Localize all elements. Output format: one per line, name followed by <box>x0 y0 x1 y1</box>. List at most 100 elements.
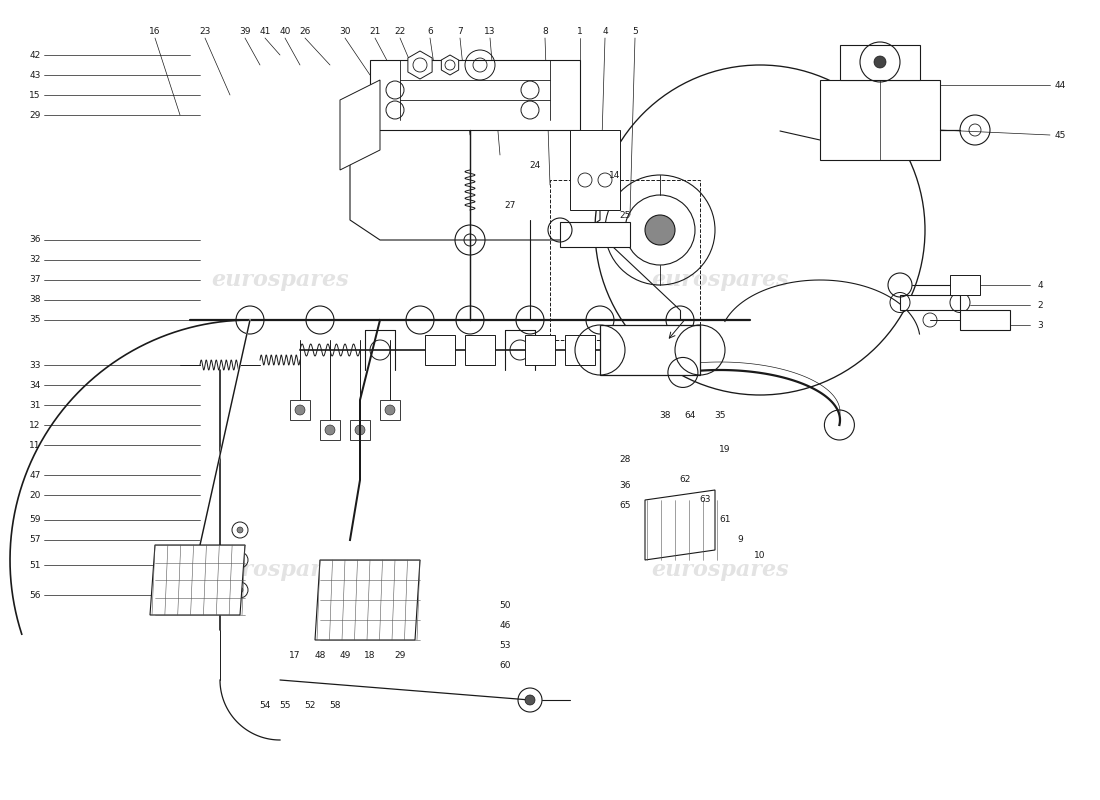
Text: 19: 19 <box>719 446 730 454</box>
Text: 60: 60 <box>499 661 510 670</box>
Text: 59: 59 <box>30 515 41 525</box>
Text: 9: 9 <box>737 535 742 545</box>
Text: 26: 26 <box>299 27 310 37</box>
Text: 35: 35 <box>30 315 41 325</box>
Text: 13: 13 <box>484 27 496 37</box>
Bar <box>840 45 920 80</box>
Text: 11: 11 <box>30 441 41 450</box>
Polygon shape <box>350 130 600 240</box>
Bar <box>290 400 310 420</box>
Circle shape <box>355 425 365 435</box>
Text: 10: 10 <box>755 550 766 559</box>
Text: 65: 65 <box>619 501 630 510</box>
Circle shape <box>385 405 395 415</box>
Bar <box>820 80 940 160</box>
Circle shape <box>236 587 243 593</box>
Text: 47: 47 <box>30 470 41 479</box>
Polygon shape <box>408 51 432 79</box>
Bar <box>900 295 960 310</box>
Text: 28: 28 <box>619 455 630 465</box>
Text: 14: 14 <box>609 170 620 179</box>
Text: 37: 37 <box>30 275 41 285</box>
Circle shape <box>236 527 243 533</box>
Text: 52: 52 <box>305 701 316 710</box>
Text: 8: 8 <box>542 27 548 37</box>
Text: 46: 46 <box>499 621 510 630</box>
Text: 4: 4 <box>1037 281 1043 290</box>
Circle shape <box>324 425 336 435</box>
Text: 30: 30 <box>339 27 351 37</box>
Text: 23: 23 <box>199 27 211 37</box>
Text: 29: 29 <box>30 110 41 119</box>
Text: 63: 63 <box>700 495 711 505</box>
Bar <box>570 130 620 210</box>
Text: 44: 44 <box>1055 81 1066 90</box>
Circle shape <box>236 557 243 563</box>
Polygon shape <box>150 545 245 615</box>
Text: 4: 4 <box>602 27 608 37</box>
Text: 7: 7 <box>458 27 463 37</box>
Text: 27: 27 <box>504 201 516 210</box>
Text: 49: 49 <box>339 650 351 659</box>
Text: 48: 48 <box>315 650 326 659</box>
Circle shape <box>645 215 675 245</box>
Text: 29: 29 <box>394 650 406 659</box>
Bar <box>379 400 400 420</box>
Text: 42: 42 <box>30 50 41 59</box>
Text: 20: 20 <box>30 490 41 499</box>
Circle shape <box>525 695 535 705</box>
Bar <box>950 275 980 295</box>
Text: 24: 24 <box>529 161 540 170</box>
Text: 57: 57 <box>30 535 41 545</box>
Polygon shape <box>441 55 459 75</box>
Bar <box>525 335 556 365</box>
Text: 40: 40 <box>279 27 290 37</box>
Polygon shape <box>370 60 580 130</box>
Bar <box>350 420 370 440</box>
Text: 6: 6 <box>427 27 433 37</box>
Bar <box>960 310 1010 330</box>
Text: 50: 50 <box>499 601 510 610</box>
Text: 64: 64 <box>684 410 695 419</box>
Text: 45: 45 <box>1054 130 1066 139</box>
Circle shape <box>295 405 305 415</box>
Text: 38: 38 <box>30 295 41 305</box>
Bar <box>565 335 595 365</box>
Text: 17: 17 <box>289 650 300 659</box>
Text: 36: 36 <box>30 235 41 245</box>
Circle shape <box>874 56 886 68</box>
Text: 43: 43 <box>30 70 41 79</box>
Text: eurospares: eurospares <box>651 269 789 291</box>
Text: 56: 56 <box>30 590 41 599</box>
Text: 58: 58 <box>329 701 341 710</box>
Text: 54: 54 <box>260 701 271 710</box>
Text: 35: 35 <box>714 410 726 419</box>
Text: 33: 33 <box>30 361 41 370</box>
Text: 32: 32 <box>30 255 41 265</box>
Bar <box>425 335 455 365</box>
Bar <box>465 335 495 365</box>
Bar <box>625 335 654 365</box>
Text: 1: 1 <box>578 27 583 37</box>
Text: 12: 12 <box>30 421 41 430</box>
Text: 51: 51 <box>30 561 41 570</box>
Text: 36: 36 <box>619 481 630 490</box>
Text: 18: 18 <box>364 650 376 659</box>
Text: 15: 15 <box>30 90 41 99</box>
Text: 2: 2 <box>1037 301 1043 310</box>
Text: 25: 25 <box>619 210 630 219</box>
Text: 31: 31 <box>30 401 41 410</box>
Text: 61: 61 <box>719 515 730 525</box>
Text: 38: 38 <box>659 410 671 419</box>
Polygon shape <box>315 560 420 640</box>
Bar <box>320 420 340 440</box>
Text: 34: 34 <box>30 381 41 390</box>
Text: 55: 55 <box>279 701 290 710</box>
Text: eurospares: eurospares <box>211 559 349 581</box>
Text: 5: 5 <box>632 27 638 37</box>
Text: 3: 3 <box>1037 321 1043 330</box>
Text: 41: 41 <box>260 27 271 37</box>
Text: 22: 22 <box>395 27 406 37</box>
Text: 21: 21 <box>370 27 381 37</box>
Text: 53: 53 <box>499 641 510 650</box>
